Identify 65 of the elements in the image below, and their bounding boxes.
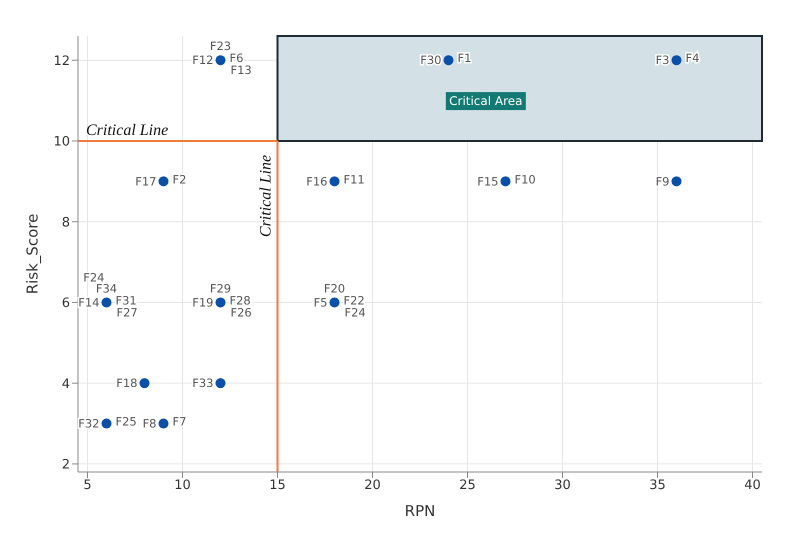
point <box>158 418 168 429</box>
x-tick-label: 35 <box>649 478 666 494</box>
y-tick-label: 4 <box>62 376 70 392</box>
annotation: F16 <box>306 174 328 188</box>
annotation: F18 <box>116 376 138 390</box>
point <box>216 378 226 388</box>
annotation: F12 <box>192 53 214 68</box>
annotation: F33 <box>192 376 214 390</box>
annotation: F5 <box>314 295 328 310</box>
annotation: F19 <box>192 295 214 310</box>
annotation: F28 <box>230 293 251 308</box>
point <box>158 176 168 186</box>
annotation: F30 <box>420 53 442 68</box>
annotation: F20 <box>324 281 346 296</box>
point <box>102 418 112 429</box>
y-axis-title: Risk_Score <box>23 214 42 294</box>
x-axis-title: RPN <box>404 502 436 520</box>
annotation: F4 <box>686 51 700 66</box>
annotation: F29 <box>210 281 232 296</box>
annotation: F13 <box>230 63 252 78</box>
annotation: F22 <box>344 293 365 308</box>
ref-line-label: Critical Line <box>86 122 168 139</box>
annotation: F3 <box>656 53 670 68</box>
point <box>330 297 340 308</box>
y-tick-label: 12 <box>53 54 70 69</box>
point <box>330 176 340 186</box>
band-label: Critical Area <box>449 94 523 108</box>
annotation: F2 <box>172 172 186 186</box>
point <box>140 378 150 388</box>
x-tick-label: 40 <box>744 478 761 494</box>
annotation: F32 <box>78 416 100 431</box>
point <box>216 55 226 66</box>
annotation: F9 <box>656 174 670 188</box>
annotation: F23 <box>210 39 232 54</box>
annotation: F26 <box>230 305 252 320</box>
annotation: F24 <box>344 305 366 320</box>
annotation: F15 <box>477 174 498 188</box>
annotation: F14 <box>78 295 100 310</box>
annotation: F17 <box>135 174 156 188</box>
x-tick-label: 5 <box>83 478 92 494</box>
annotation: F8 <box>142 416 156 431</box>
y-tick-label: 8 <box>62 215 70 230</box>
x-tick-label: 15 <box>269 478 286 494</box>
ref-line-label: Critical Line <box>258 154 274 238</box>
annotation: F7 <box>172 414 186 429</box>
y-tick-label: 6 <box>62 296 70 312</box>
annotation: F31 <box>116 293 137 308</box>
x-tick-label: 20 <box>364 478 381 494</box>
point <box>672 176 682 186</box>
annotation: F6 <box>230 51 244 66</box>
point <box>102 297 112 308</box>
annotation: F10 <box>514 172 536 186</box>
x-tick-label: 25 <box>459 478 476 494</box>
annotation: F11 <box>344 172 365 186</box>
y-tick-label: 10 <box>53 134 70 150</box>
x-tick-label: 30 <box>554 478 571 494</box>
point <box>444 55 454 66</box>
point <box>500 176 510 186</box>
annotation: F25 <box>116 414 137 429</box>
point <box>216 297 226 308</box>
x-tick-label: 10 <box>174 478 191 494</box>
annotation: F1 <box>458 51 472 66</box>
annotation: F27 <box>116 305 138 320</box>
y-tick-label: 2 <box>62 458 70 473</box>
point <box>672 55 682 66</box>
